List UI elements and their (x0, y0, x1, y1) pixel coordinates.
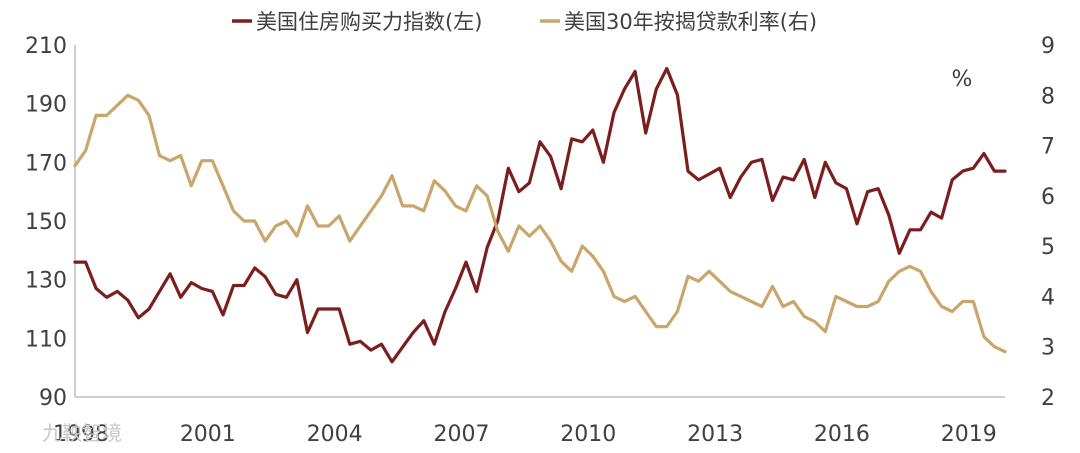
x-axis-tick-label: 2007 (433, 422, 489, 447)
left-axis-tick-label: 210 (25, 34, 67, 59)
series-layer (73, 66, 1007, 364)
right-axis-tick-label: 4 (1041, 285, 1055, 310)
right-axis-tick-label: 6 (1041, 185, 1055, 210)
left-axis-tick-label: 170 (25, 151, 67, 176)
left-axis-tick-label: 110 (25, 327, 67, 352)
left-axis-tick-label: 150 (25, 210, 67, 235)
right-axis-tick-label: 9 (1041, 34, 1055, 59)
x-axis-tick-label: 1998 (53, 422, 109, 447)
legend-label-1: 美国住房购买力指数(左) (256, 10, 482, 34)
watermark-text: 九鞅智境 (42, 421, 122, 445)
right-axis-tick-label: 2 (1041, 386, 1055, 411)
x-axis-tick-label: 2001 (180, 422, 236, 447)
right-axis-tick-label: 3 (1041, 336, 1055, 361)
legend-label-2: 美国30年按揭贷款利率(右) (564, 10, 817, 34)
right-axis-unit: % (952, 67, 973, 92)
legend: 美国住房购买力指数(左) 美国30年按揭贷款利率(右) (232, 10, 817, 34)
x-axis-tick-label: 2013 (687, 422, 743, 447)
left-axis-tick-label: 190 (25, 93, 67, 118)
series-line-1 (73, 66, 1007, 364)
right-axis-tick-label: 8 (1041, 84, 1055, 109)
x-axis-tick-label: 2004 (307, 422, 363, 447)
x-axis-tick-label: 2016 (814, 422, 870, 447)
left-axis-tick-label: 130 (25, 269, 67, 294)
right-axis-tick-label: 5 (1041, 235, 1055, 260)
series-line-2 (73, 93, 1007, 354)
axes: 90 110 130 150 170 190 210 2 3 4 5 6 7 8 9 1998 2001 2004… (25, 34, 1055, 447)
right-axis-tick-label: 7 (1041, 135, 1055, 160)
x-axis-tick-label: 2019 (941, 422, 997, 447)
left-axis-tick-label: 90 (39, 386, 67, 411)
x-axis-tick-label: 2010 (560, 422, 616, 447)
